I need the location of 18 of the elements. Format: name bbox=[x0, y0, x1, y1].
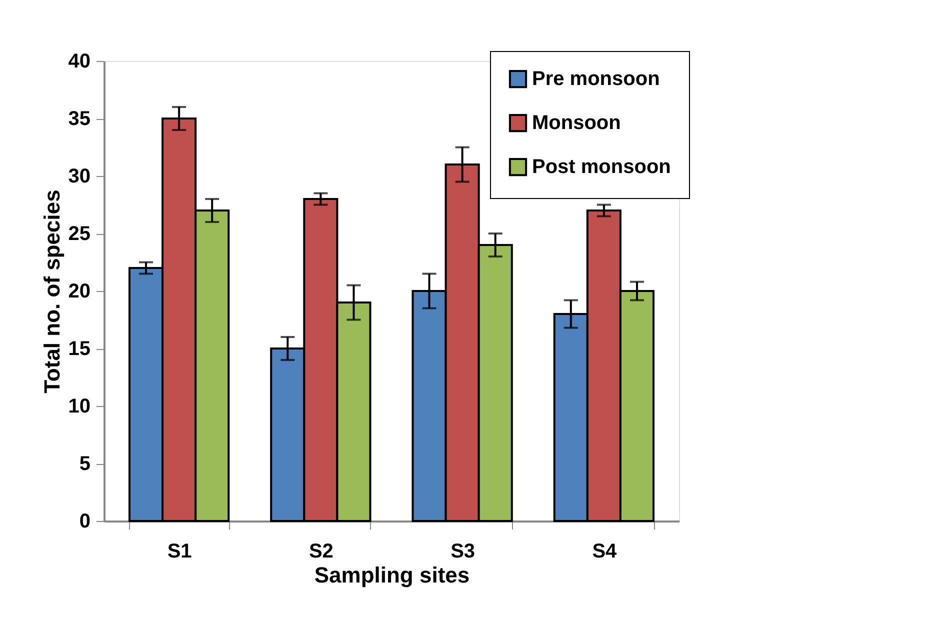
x-tick-label: S1 bbox=[167, 540, 192, 562]
y-axis-title: Total no. of species bbox=[39, 190, 64, 394]
legend-label: Pre monsoon bbox=[532, 68, 660, 90]
legend-label: Monsoon bbox=[532, 112, 621, 134]
y-tick-label: 40 bbox=[68, 50, 90, 72]
y-tick-label: 10 bbox=[68, 396, 90, 418]
y-tick-label: 30 bbox=[68, 166, 90, 188]
y-tick-label: 35 bbox=[68, 108, 90, 130]
y-tick-label: 25 bbox=[68, 223, 90, 245]
y-tick-label: 0 bbox=[79, 510, 90, 532]
x-tick-label: S3 bbox=[450, 540, 476, 562]
y-tick-label: 5 bbox=[79, 453, 90, 475]
x-axis-title: Sampling sites bbox=[314, 562, 470, 588]
x-tick-label: S2 bbox=[308, 540, 334, 562]
y-tick-label: 20 bbox=[68, 280, 90, 302]
legend-label: Post monsoon bbox=[532, 156, 671, 178]
x-tick-label: S4 bbox=[592, 540, 618, 562]
y-tick-label: 15 bbox=[68, 338, 90, 360]
